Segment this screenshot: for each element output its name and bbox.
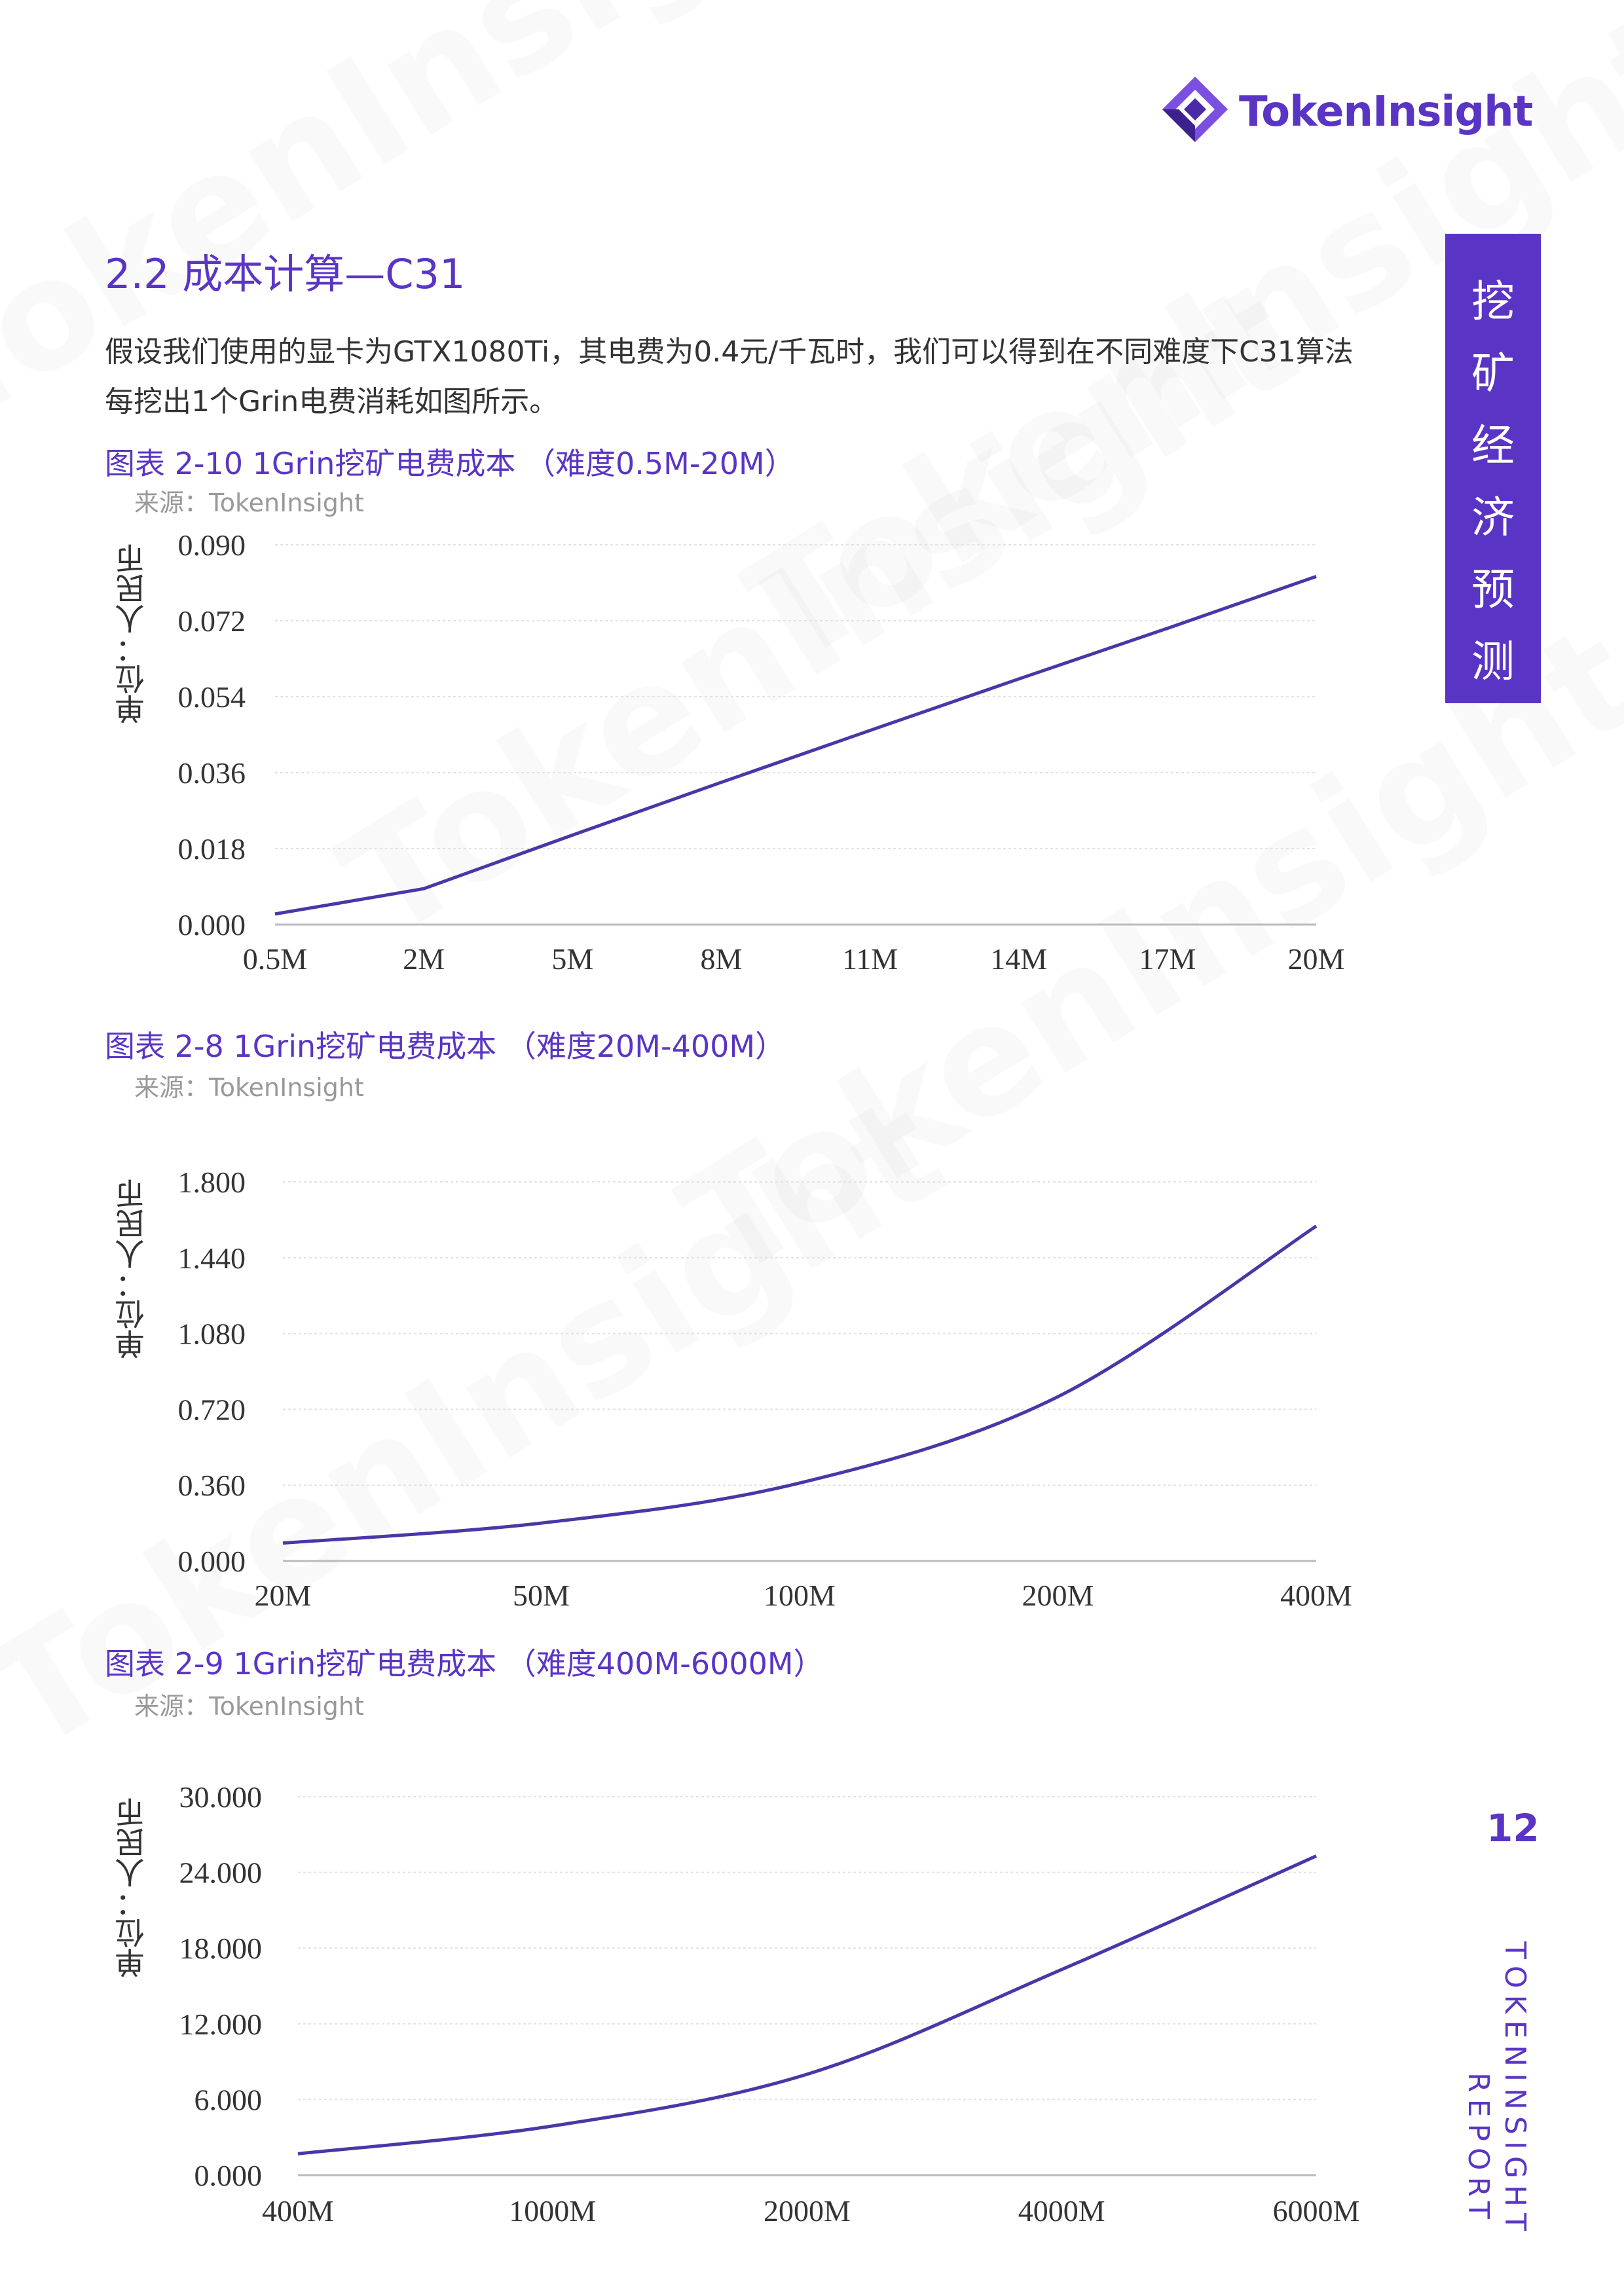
y-tick-label: 0.000 (194, 2159, 263, 2192)
x-tick-label: 2M (403, 942, 445, 976)
y-tick-label: 24.000 (179, 1856, 263, 1890)
logo-text: TokenInsight (1239, 88, 1533, 136)
figure-source: 来源：TokenInsight (134, 488, 364, 517)
x-tick-label: 100M (764, 1579, 836, 1612)
x-tick-label: 8M (700, 942, 742, 976)
figure-title: 图表 2-9 1Grin挖矿电费成本 （难度400M-6000M） (105, 1646, 824, 1681)
side-tab-char: 预 (1471, 564, 1515, 615)
y-tick-label: 0.090 (178, 528, 246, 562)
side-tab-char: 挖 (1471, 276, 1515, 327)
y-tick-label: 0.072 (178, 604, 246, 638)
x-tick-label: 4000M (1018, 2194, 1105, 2228)
x-tick-label: 2000M (764, 2194, 851, 2228)
x-tick-label: 11M (842, 942, 898, 976)
y-tick-label: 30.000 (179, 1780, 263, 1814)
x-tick-label: 1000M (509, 2194, 596, 2228)
y-tick-label: 0.360 (178, 1469, 246, 1502)
side-tab-char: 经 (1471, 420, 1515, 471)
y-tick-label: 12.000 (179, 2008, 263, 2041)
side-tab-char: 矿 (1471, 348, 1515, 399)
y-tick-label: 0.054 (178, 680, 246, 714)
x-tick-label: 200M (1022, 1579, 1094, 1612)
x-tick-label: 17M (1139, 942, 1196, 976)
footer-brand: TOKENINSIGHT (1498, 1941, 1532, 2237)
y-tick-label: 1.800 (178, 1166, 246, 1199)
y-tick-label: 0.018 (178, 832, 246, 866)
y-tick-label: 18.000 (179, 1932, 263, 1965)
y-tick-label: 0.036 (178, 756, 246, 790)
side-tab-char: 济 (1471, 492, 1515, 543)
intro-paragraph: 假设我们使用的显卡为GTX1080Ti，其电费为0.4元/千瓦时，我们可以得到在… (105, 335, 1354, 418)
x-tick-label: 20M (1288, 942, 1345, 976)
x-tick-label: 20M (255, 1579, 312, 1612)
side-tab-char: 测 (1471, 636, 1515, 687)
y-tick-label: 0.000 (178, 1545, 246, 1578)
figure-title: 图表 2-8 1Grin挖矿电费成本 （难度20M-400M） (105, 1029, 786, 1064)
logo: TokenInsight (1159, 73, 1552, 158)
x-tick-label: 14M (990, 942, 1047, 976)
x-tick-label: 400M (262, 2194, 334, 2228)
series-line (274, 574, 1317, 916)
x-tick-label: 0.5M (243, 942, 307, 976)
x-tick-label: 5M (551, 942, 593, 976)
footer-report: REPORT (1462, 2072, 1495, 2226)
logo-icon (1162, 77, 1228, 142)
section-title: 2.2 成本计算—C31 (105, 250, 466, 298)
y-tick-label: 1.080 (178, 1317, 246, 1351)
page-number: 12 (1486, 1806, 1540, 1850)
x-tick-label: 6000M (1273, 2194, 1360, 2228)
series-line (297, 1854, 1318, 2156)
y-tick-label: 1.440 (178, 1241, 246, 1275)
figure-source: 来源：TokenInsight (134, 1692, 364, 1721)
y-tick-label: 0.000 (178, 908, 246, 942)
figure-title: 图表 2-10 1Grin挖矿电费成本 （难度0.5M-20M） (105, 446, 795, 481)
x-tick-label: 50M (513, 1579, 570, 1612)
series-line (282, 1224, 1318, 1545)
x-tick-label: 400M (1280, 1579, 1352, 1612)
y-tick-label: 6.000 (194, 2083, 263, 2116)
side-tab: 挖 矿 经 济 预 测 (1445, 234, 1541, 703)
figure-source: 来源：TokenInsight (134, 1073, 364, 1102)
y-tick-label: 0.720 (178, 1393, 246, 1426)
